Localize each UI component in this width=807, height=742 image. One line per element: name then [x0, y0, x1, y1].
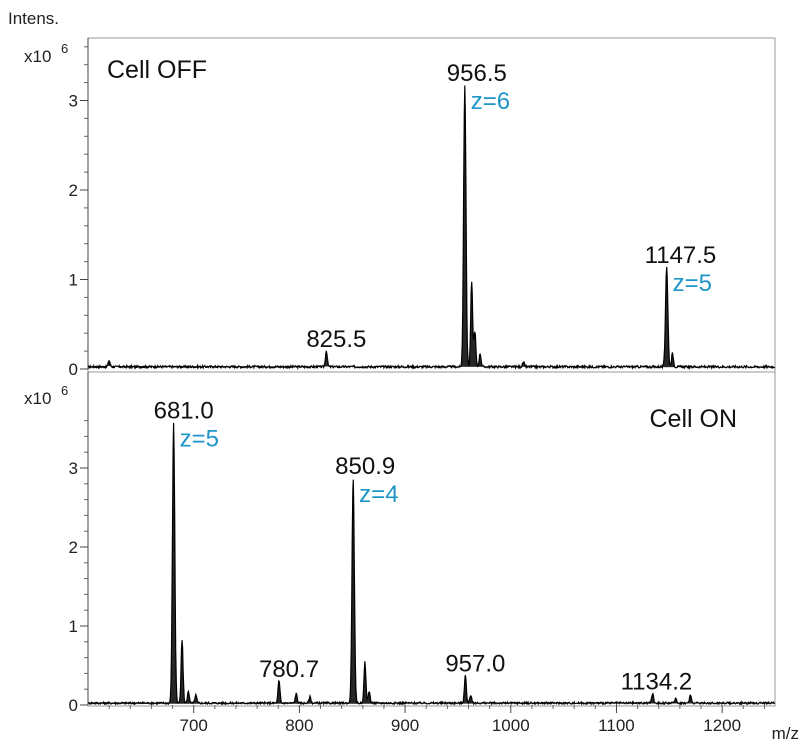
mz-axis-label: m/z [772, 724, 799, 742]
y-tick-label: 3 [69, 92, 78, 111]
intensity-axis-label: Intens. [8, 9, 59, 28]
x-tick-label: 1000 [492, 716, 530, 735]
scale-exponent: 6 [61, 383, 68, 398]
peak-label: 850.9 [335, 453, 395, 480]
peak-label: 1147.5 [645, 242, 717, 269]
x-tick-label: 800 [285, 716, 313, 735]
y-tick-label: 2 [69, 538, 78, 557]
y-tick-label: 2 [69, 181, 78, 200]
scale-factor-bottom: x10 6 [24, 383, 68, 408]
x-tick-label: 1200 [703, 716, 741, 735]
peak-label: 957.0 [445, 650, 505, 677]
y-axis-cell-on: 0 1 2 3 [69, 372, 89, 715]
charge-state-label: z=6 [471, 88, 510, 115]
charge-state-label: z=5 [673, 270, 712, 297]
panel-title-cell-off: Cell OFF [107, 56, 207, 84]
scale-prefix: x10 [24, 47, 51, 66]
y-axis-cell-off: 0 1 2 3 [69, 38, 89, 379]
peak-label: 1134.2 [621, 669, 693, 696]
y-tick-label: 0 [69, 696, 78, 715]
spectrum-trace-cell-off [87, 85, 776, 371]
spectrum-line [87, 422, 776, 707]
y-tick-label: 1 [69, 617, 78, 636]
peak-label: 825.5 [306, 326, 366, 353]
x-tick-label: 900 [391, 716, 419, 735]
charge-state-label: z=4 [359, 481, 398, 508]
x-tick-label: 1100 [598, 716, 635, 735]
peak-label: 956.5 [447, 60, 507, 87]
y-tick-label: 1 [69, 271, 78, 290]
spectrum-trace-cell-on [87, 422, 776, 707]
scale-factor-top: x10 6 [24, 41, 68, 66]
scale-exponent: 6 [61, 41, 68, 56]
charge-state-label: z=5 [180, 426, 219, 453]
peak-labels-cell-off: 956.5z=6 1147.5z=5 825.5 [306, 60, 716, 353]
scale-prefix: x10 [24, 389, 51, 408]
x-axis-ticks: 700 800 900 1000 1100 1200 [108, 705, 765, 735]
plot-frame [87, 37, 776, 373]
panel-title-cell-on: Cell ON [649, 405, 737, 433]
peak-labels-cell-on: 681.0z=5 850.9z=4 780.7 957.0 1134.2 [154, 398, 693, 696]
spectrum-panel-cell-on: 0 1 2 3 700 800 900 1000 1100 1200 681.0z=5 850.9… [69, 371, 776, 735]
spectrum-panel-cell-off: 0 1 2 3 956.5z=6 1147.5z=5 825.5 Cell OFF [69, 37, 776, 379]
x-tick-label: 700 [180, 716, 208, 735]
peak-label: 780.7 [259, 656, 319, 683]
y-tick-label: 3 [69, 459, 78, 478]
spectrum-line [87, 85, 776, 371]
y-tick-label: 0 [69, 360, 78, 379]
peak-label: 681.0 [154, 398, 214, 425]
